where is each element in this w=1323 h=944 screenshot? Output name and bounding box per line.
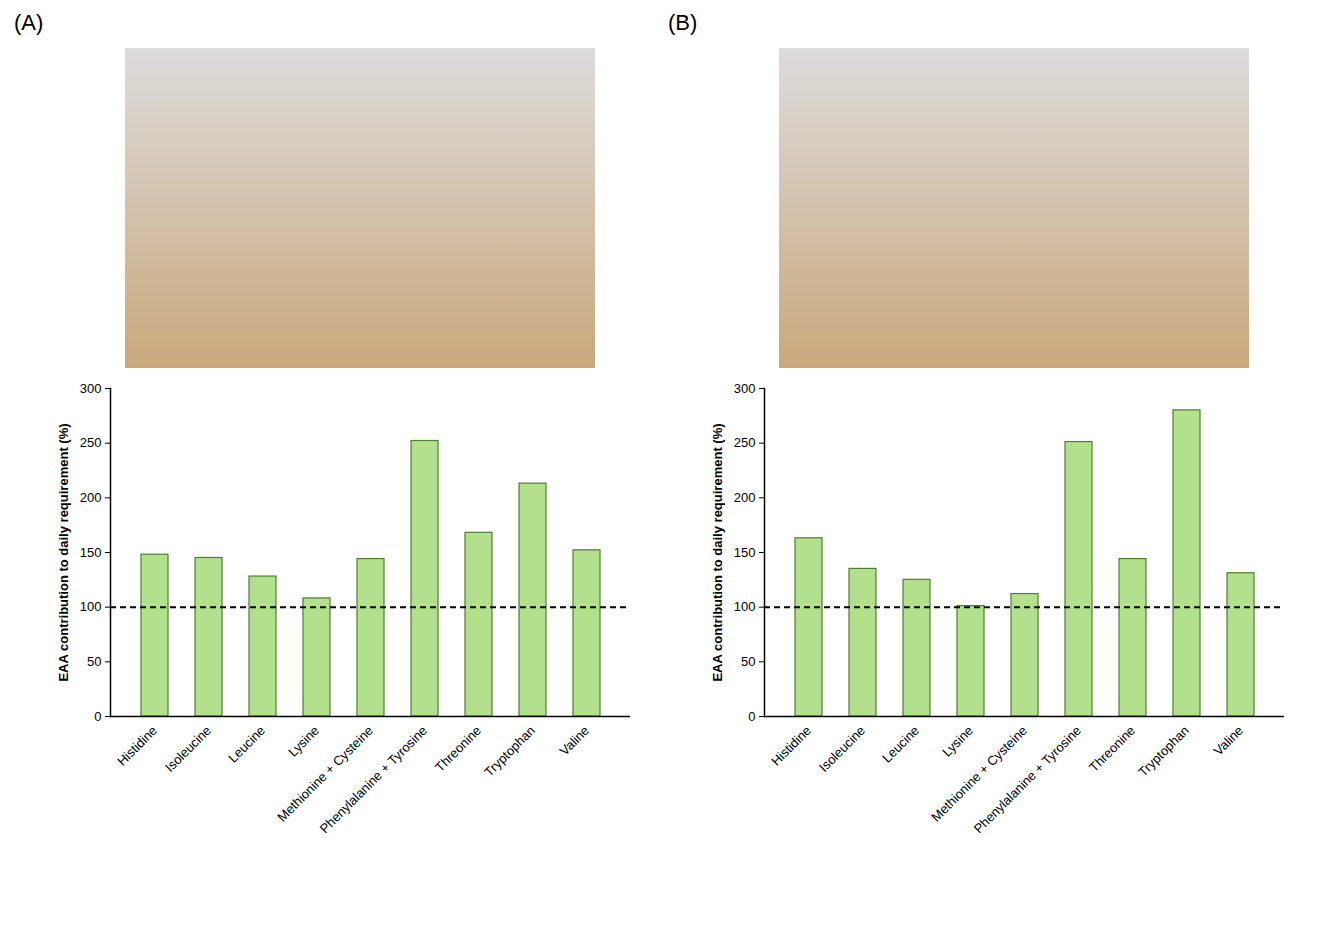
svg-text:300: 300	[80, 381, 102, 396]
svg-text:50: 50	[87, 654, 101, 669]
svg-text:Valine: Valine	[1211, 723, 1246, 758]
svg-text:50: 50	[741, 654, 755, 669]
svg-text:250: 250	[734, 435, 756, 450]
svg-text:Lysine: Lysine	[285, 723, 322, 760]
svg-text:300: 300	[734, 381, 756, 396]
svg-text:Valine: Valine	[557, 723, 592, 758]
svg-text:Methionine + Cysteine: Methionine + Cysteine	[928, 723, 1030, 825]
svg-text:200: 200	[734, 490, 756, 505]
svg-text:Methionine + Cysteine: Methionine + Cysteine	[274, 723, 376, 825]
svg-text:Leucine: Leucine	[879, 723, 922, 766]
svg-text:Leucine: Leucine	[225, 723, 268, 766]
svg-text:150: 150	[734, 545, 756, 560]
svg-text:100: 100	[734, 599, 756, 614]
svg-text:Isoleucine: Isoleucine	[816, 723, 868, 775]
html-text:(B): (B)	[668, 10, 698, 35]
svg-text:Threonine: Threonine	[1086, 723, 1138, 775]
svg-text:0: 0	[748, 709, 755, 724]
svg-text:EAA contribution to daily requ: EAA contribution to daily requirement (%…	[56, 423, 71, 681]
svg-text:Histidine: Histidine	[114, 723, 160, 769]
svg-text:Histidine: Histidine	[768, 723, 814, 769]
svg-text:EAA contribution to daily requ: EAA contribution to daily requirement (%…	[710, 423, 725, 681]
svg-text:Isoleucine: Isoleucine	[162, 723, 214, 775]
svg-text:Tryptophan: Tryptophan	[1135, 723, 1192, 780]
svg-text:150: 150	[80, 545, 102, 560]
svg-text:200: 200	[80, 490, 102, 505]
svg-text:250: 250	[80, 435, 102, 450]
svg-text:Phenylalanine + Tyrosine: Phenylalanine + Tyrosine	[317, 723, 430, 836]
svg-text:Lysine: Lysine	[939, 723, 976, 760]
svg-text:Phenylalanine + Tyrosine: Phenylalanine + Tyrosine	[971, 723, 1084, 836]
svg-text:Tryptophan: Tryptophan	[481, 723, 538, 780]
svg-text:Threonine: Threonine	[432, 723, 484, 775]
html-text:(A): (A)	[14, 10, 44, 35]
svg-text:0: 0	[94, 709, 101, 724]
svg-text:100: 100	[80, 599, 102, 614]
